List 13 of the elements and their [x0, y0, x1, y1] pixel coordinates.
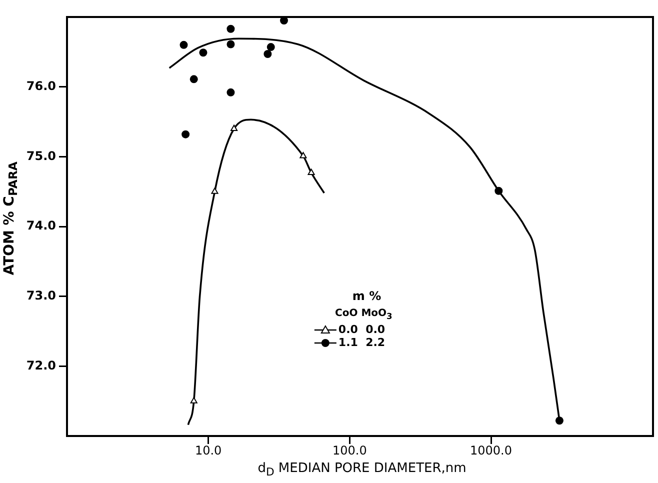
- x-tick-label: 10.0: [194, 443, 222, 458]
- y-tick-label: 73.0: [26, 288, 56, 302]
- annotation: CoO MoO$_{3}$: [335, 308, 392, 321]
- legend-title: m %: [352, 289, 382, 304]
- y-tick-label: 72.0: [26, 358, 56, 372]
- y-tick-label: 74.0: [26, 218, 56, 233]
- y-tick-label: 75.0: [26, 148, 56, 163]
- y-tick-label: 76.0: [26, 78, 56, 93]
- legend-label: 0.0 0.0: [338, 322, 386, 336]
- x-tick-label: 1000.0: [470, 443, 512, 458]
- legend-label: 1.1 2.2: [338, 336, 386, 349]
- x-tick-label: 100.0: [332, 443, 367, 458]
- x-axis-title: d$_{D}$ MEDIAN PORE DIAMETER,nm: [256, 461, 468, 479]
